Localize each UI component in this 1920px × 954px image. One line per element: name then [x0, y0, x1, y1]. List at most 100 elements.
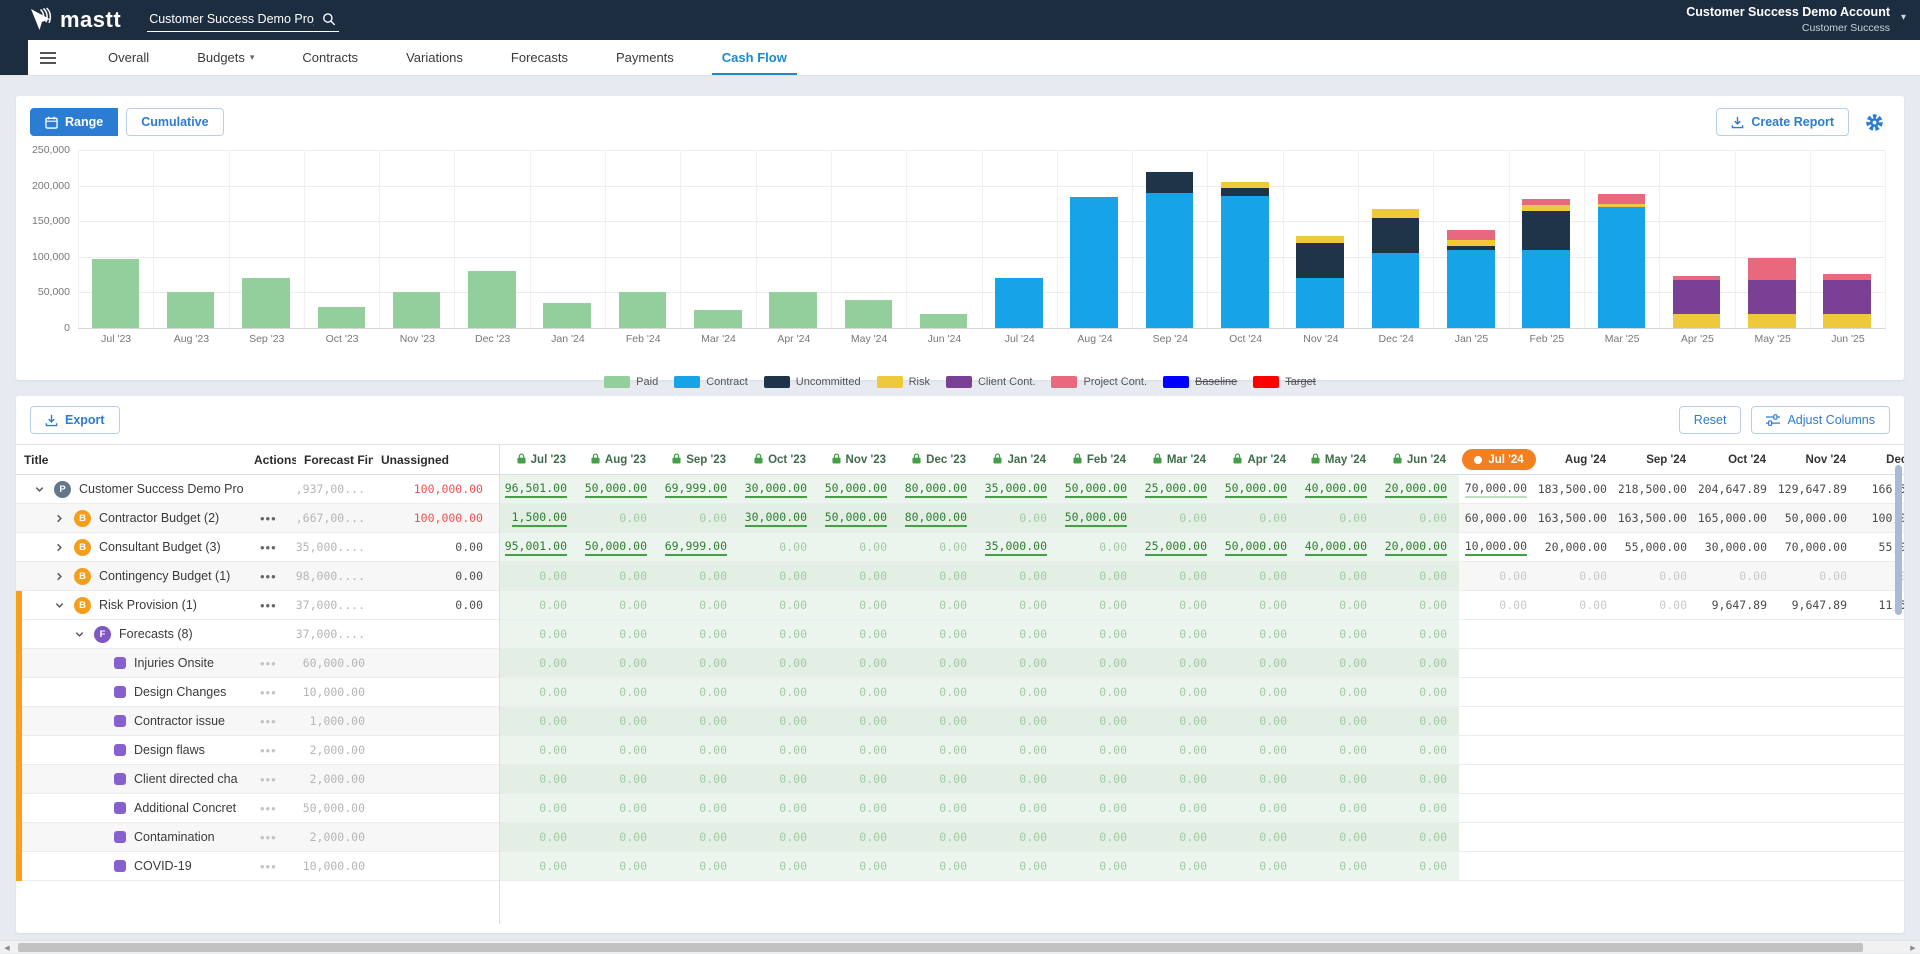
- chevron-right-icon[interactable]: [54, 571, 66, 582]
- account-caret-icon[interactable]: ▾: [1901, 12, 1906, 23]
- column-header-month-locked[interactable]: Jan '24: [979, 445, 1059, 474]
- row-title-cell[interactable]: Design flaws: [16, 736, 246, 764]
- month-value-cell[interactable]: 10,000.00: [1459, 533, 1539, 561]
- row-actions-menu[interactable]: •••: [246, 649, 296, 677]
- legend-item-uncommitted[interactable]: Uncommitted: [764, 376, 861, 388]
- tab-payments[interactable]: Payments: [592, 40, 698, 75]
- row-actions-menu[interactable]: •••: [246, 765, 296, 793]
- column-header-month-locked[interactable]: Apr '24: [1219, 445, 1299, 474]
- column-header-month-locked[interactable]: Jun '24: [1379, 445, 1459, 474]
- tab-cash-flow[interactable]: Cash Flow: [698, 40, 811, 75]
- column-header-month-locked[interactable]: May '24: [1299, 445, 1379, 474]
- legend-item-baseline[interactable]: Baseline: [1163, 376, 1237, 388]
- row-title-cell[interactable]: BContingency Budget (1): [16, 562, 246, 590]
- reset-button[interactable]: Reset: [1679, 406, 1742, 434]
- project-search-input[interactable]: [149, 12, 313, 26]
- row-title-cell[interactable]: Additional Concret: [16, 794, 246, 822]
- month-value-cell[interactable]: 0.00: [1539, 562, 1619, 590]
- row-title-cell[interactable]: BConsultant Budget (3): [16, 533, 246, 561]
- column-header-unassigned[interactable]: Unassigned: [373, 445, 499, 474]
- column-header-forecast[interactable]: Forecast Fin...: [296, 445, 373, 474]
- row-title-cell[interactable]: BContractor Budget (2): [16, 504, 246, 532]
- row-actions-menu[interactable]: •••: [246, 823, 296, 851]
- row-actions-menu[interactable]: •••: [246, 794, 296, 822]
- tab-overall[interactable]: Overall: [84, 40, 173, 75]
- legend-item-contract[interactable]: Contract: [674, 376, 748, 388]
- tab-variations[interactable]: Variations: [382, 40, 487, 75]
- column-header-month-locked[interactable]: Aug '23: [579, 445, 659, 474]
- chevron-down-icon[interactable]: [74, 629, 86, 640]
- scroll-left-arrow[interactable]: ◀: [0, 941, 14, 954]
- tab-budgets[interactable]: Budgets▾: [173, 40, 278, 75]
- menu-icon[interactable]: [28, 40, 68, 75]
- row-title-cell[interactable]: Injuries Onsite: [16, 649, 246, 677]
- month-value-cell[interactable]: 70,000.00: [1459, 475, 1539, 503]
- column-header-month-locked[interactable]: Dec '23: [899, 445, 979, 474]
- month-value-cell[interactable]: 9,647.89: [1699, 591, 1779, 619]
- cumulative-button[interactable]: Cumulative: [126, 108, 223, 136]
- column-header-month[interactable]: Nov '24: [1779, 445, 1859, 474]
- column-header-title[interactable]: Title: [16, 445, 246, 474]
- month-value-cell[interactable]: 60,000.00: [1459, 504, 1539, 532]
- range-button[interactable]: Range: [30, 108, 118, 136]
- chevron-down-icon[interactable]: [54, 600, 66, 611]
- column-header-month-locked[interactable]: Feb '24: [1059, 445, 1139, 474]
- month-value-cell[interactable]: 0.00: [1459, 591, 1539, 619]
- legend-item-risk[interactable]: Risk: [877, 376, 930, 388]
- month-value-cell[interactable]: 163,500.00: [1539, 504, 1619, 532]
- month-value-cell[interactable]: 9,647.89: [1779, 591, 1859, 619]
- month-value-cell[interactable]: 183,500.00: [1539, 475, 1619, 503]
- row-title-cell[interactable]: Design Changes: [16, 678, 246, 706]
- row-title-cell[interactable]: Contamination: [16, 823, 246, 851]
- adjust-columns-button[interactable]: Adjust Columns: [1751, 406, 1890, 434]
- month-value-cell[interactable]: 70,000.00: [1779, 533, 1859, 561]
- month-value-cell[interactable]: 165,000.00: [1699, 504, 1779, 532]
- row-title-cell[interactable]: Client directed cha: [16, 765, 246, 793]
- row-actions-menu[interactable]: •••: [246, 591, 296, 619]
- row-actions-menu[interactable]: •••: [246, 736, 296, 764]
- month-value-cell[interactable]: 163,500.00: [1619, 504, 1699, 532]
- column-header-month-locked[interactable]: Mar '24: [1139, 445, 1219, 474]
- month-value-cell[interactable]: 50,000.00: [1779, 504, 1859, 532]
- month-value-cell[interactable]: 0.00: [1459, 562, 1539, 590]
- tab-contracts[interactable]: Contracts: [278, 40, 382, 75]
- row-actions-menu[interactable]: •••: [246, 707, 296, 735]
- row-actions-menu[interactable]: •••: [246, 852, 296, 880]
- month-value-cell[interactable]: 0.00: [1779, 562, 1859, 590]
- chevron-down-icon[interactable]: [34, 484, 46, 495]
- row-title-cell[interactable]: COVID-19: [16, 852, 246, 880]
- legend-item-client-cont-[interactable]: Client Cont.: [946, 376, 1035, 388]
- month-value-cell[interactable]: 30,000.00: [1699, 533, 1779, 561]
- search-icon[interactable]: [322, 12, 336, 26]
- column-header-current-month[interactable]: Jul '24: [1459, 445, 1539, 474]
- column-header-month-locked[interactable]: Nov '23: [819, 445, 899, 474]
- legend-item-target[interactable]: Target: [1253, 376, 1316, 388]
- chevron-right-icon[interactable]: [54, 542, 66, 553]
- month-value-cell[interactable]: 0.00: [1539, 591, 1619, 619]
- month-value-cell[interactable]: 0.00: [1699, 562, 1779, 590]
- scroll-right-arrow[interactable]: ▶: [1906, 941, 1920, 954]
- column-header-month-locked[interactable]: Sep '23: [659, 445, 739, 474]
- column-header-month[interactable]: Aug '24: [1539, 445, 1619, 474]
- row-actions-menu[interactable]: •••: [246, 678, 296, 706]
- row-actions-menu[interactable]: •••: [246, 533, 296, 561]
- row-actions-menu[interactable]: •••: [246, 562, 296, 590]
- legend-item-paid[interactable]: Paid: [604, 376, 658, 388]
- row-title-cell[interactable]: BRisk Provision (1): [16, 591, 246, 619]
- column-header-month[interactable]: Oct '24: [1699, 445, 1779, 474]
- row-title-cell[interactable]: PCustomer Success Demo Pro: [16, 475, 246, 503]
- month-value-cell[interactable]: 55,000.00: [1619, 533, 1699, 561]
- month-value-cell[interactable]: 129,647.89: [1779, 475, 1859, 503]
- row-title-cell[interactable]: FForecasts (8): [16, 620, 246, 648]
- row-title-cell[interactable]: Contractor issue: [16, 707, 246, 735]
- legend-item-project-cont-[interactable]: Project Cont.: [1051, 376, 1147, 388]
- horizontal-scrollbar-thumb[interactable]: [18, 943, 1863, 952]
- row-actions-menu[interactable]: •••: [246, 504, 296, 532]
- chart-settings-button[interactable]: [1865, 113, 1884, 132]
- month-value-cell[interactable]: 20,000.00: [1539, 533, 1619, 561]
- project-search[interactable]: [147, 9, 339, 32]
- table-vertical-scrollbar[interactable]: [1895, 465, 1902, 615]
- horizontal-scrollbar[interactable]: ◀ ▶: [0, 940, 1920, 953]
- month-value-cell[interactable]: 0.00: [1619, 562, 1699, 590]
- tab-forecasts[interactable]: Forecasts: [487, 40, 592, 75]
